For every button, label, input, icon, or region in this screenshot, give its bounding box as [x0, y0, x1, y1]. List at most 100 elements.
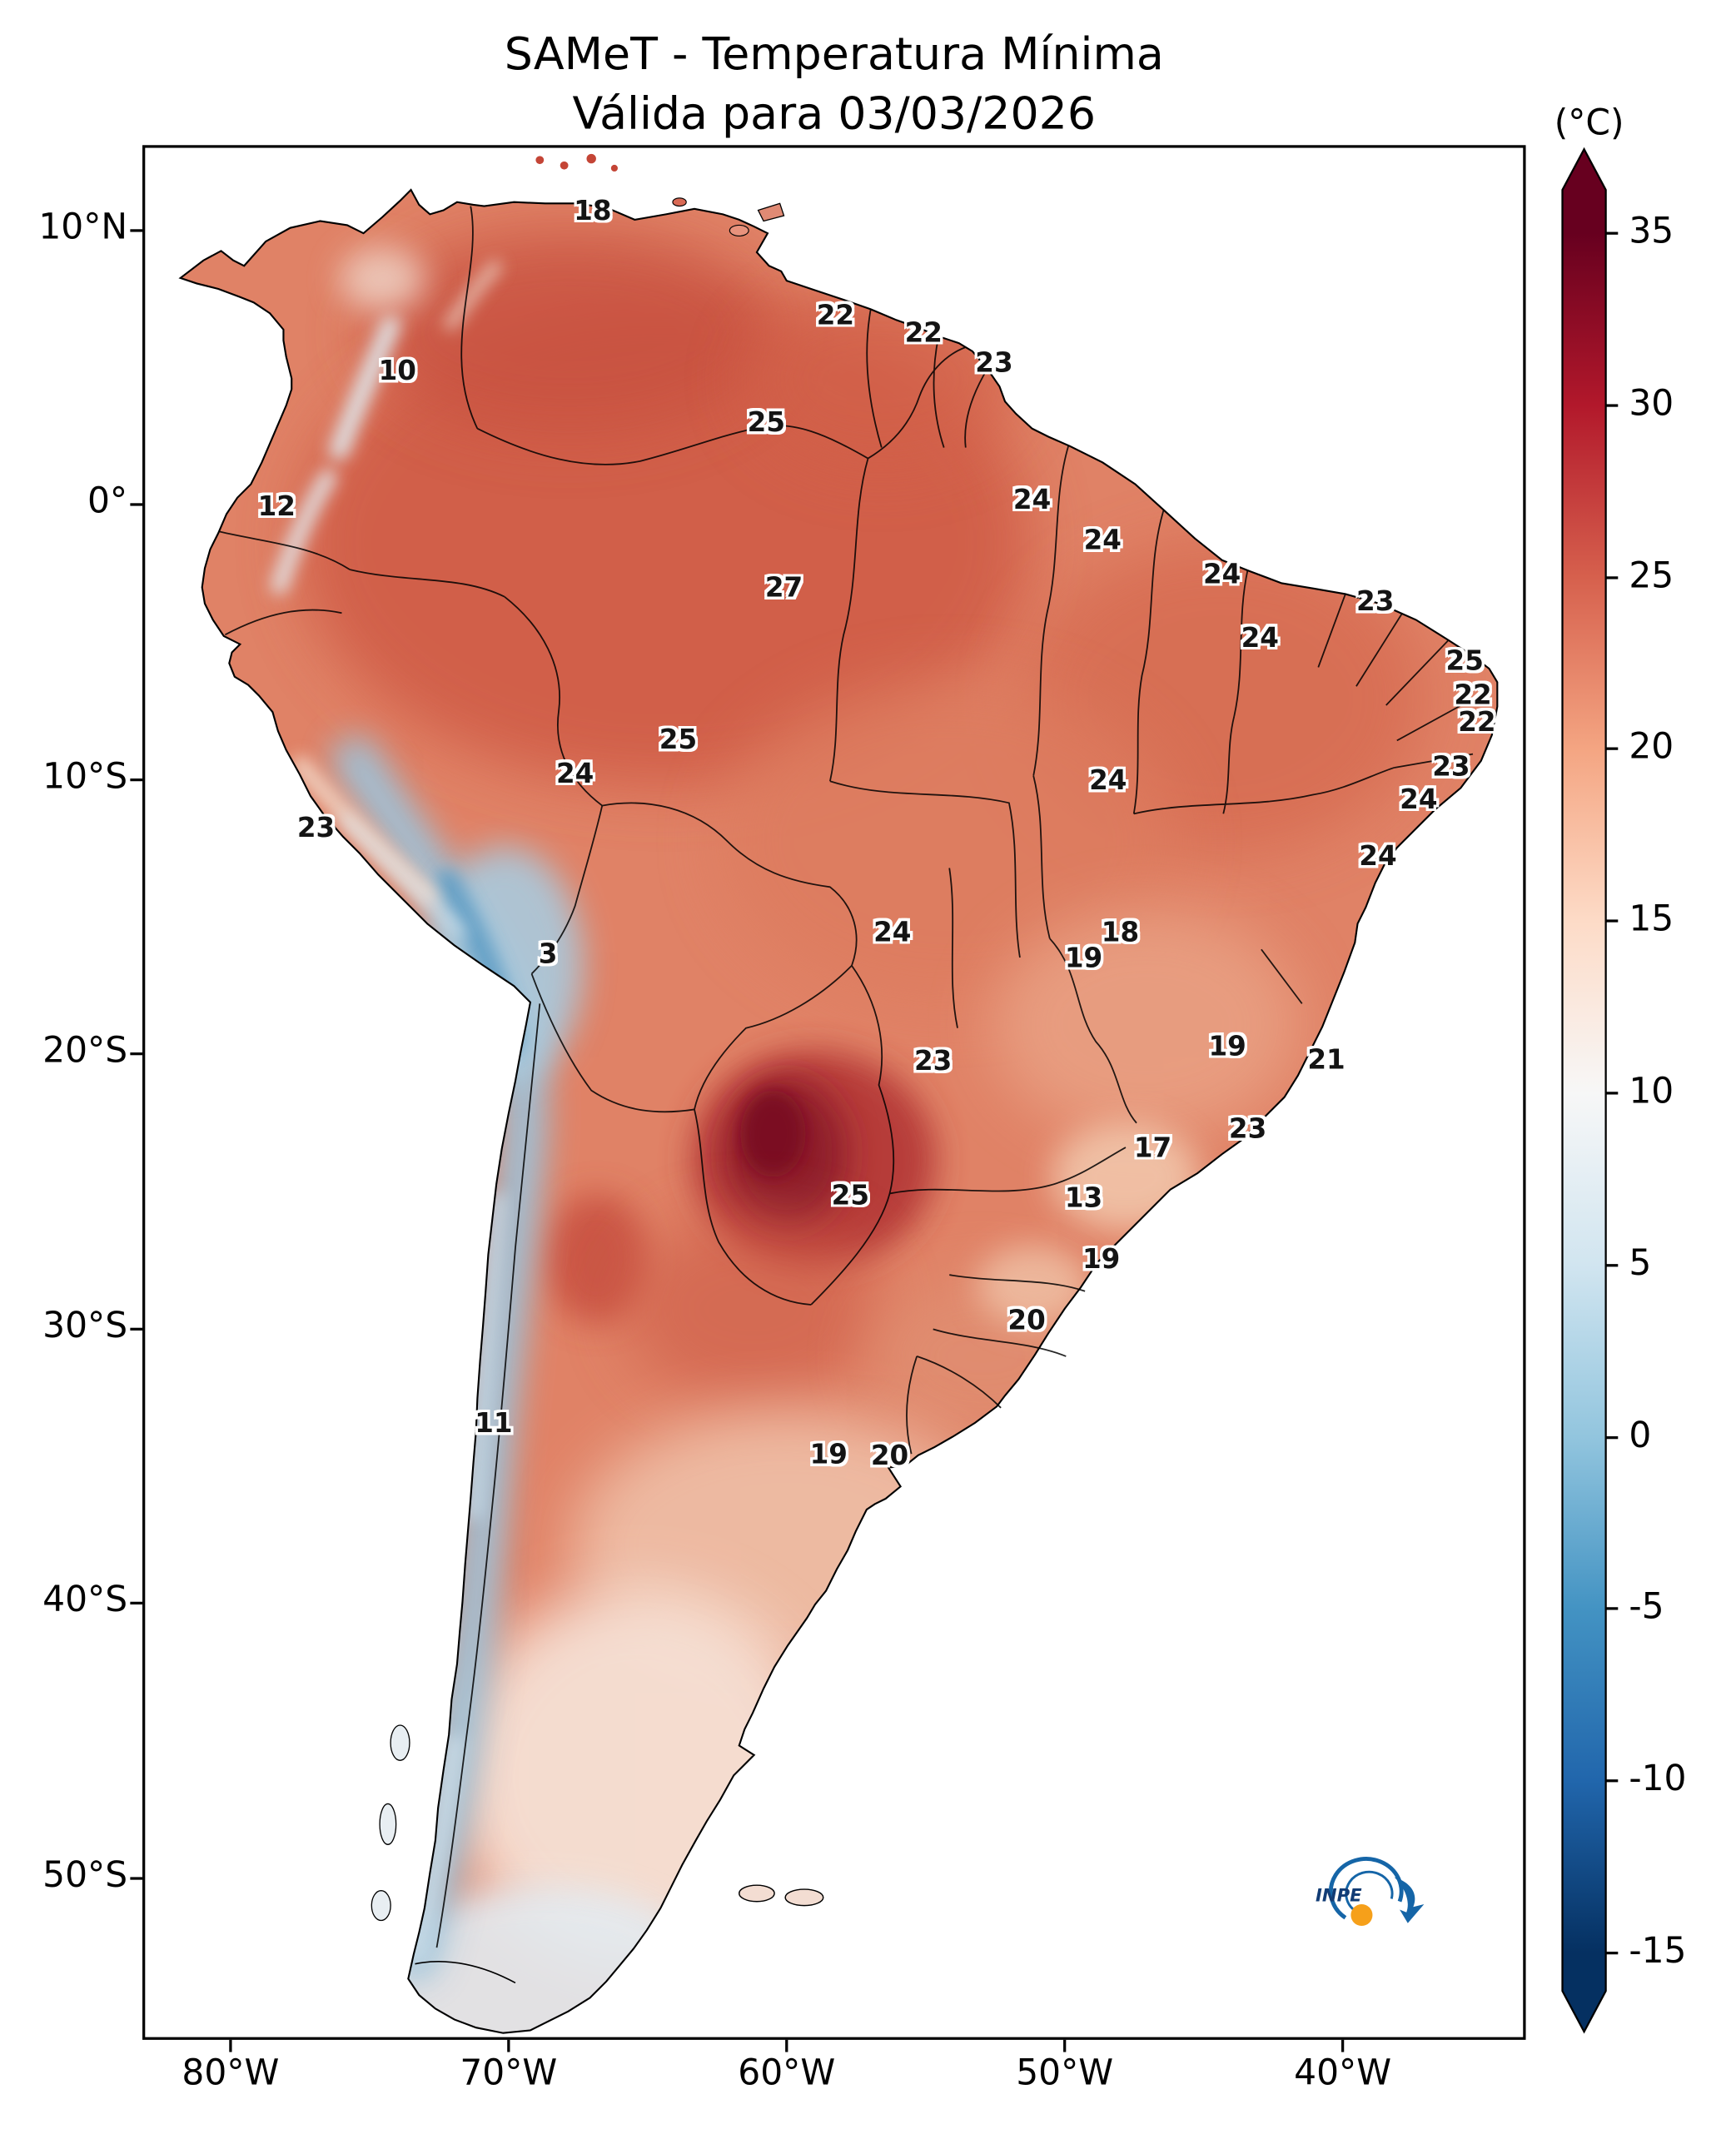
temperature-value-label: 24: [1359, 839, 1397, 873]
temperature-value-label: 24: [873, 915, 912, 948]
temperature-value-label: 25: [831, 1178, 870, 1211]
longitude-tick-label: 70°W: [460, 2053, 558, 2095]
temperature-value-label: 13: [1064, 1181, 1103, 1214]
longitude-tick-label: 40°W: [1294, 2053, 1392, 2095]
latitude-tick-mark: [130, 503, 143, 506]
temperature-value-label: 24: [1400, 782, 1438, 815]
temperature-value-label: 23: [914, 1044, 953, 1077]
temperature-field-shading: [270, 230, 1425, 2033]
colorbar-tick-label: 35: [1629, 211, 1674, 252]
colorbar-tick-mark: [1605, 1779, 1619, 1783]
latitude-tick-mark: [130, 1601, 143, 1604]
colorbar-bar: [1561, 147, 1607, 2034]
temperature-value-label: 19: [1082, 1242, 1121, 1276]
temperature-value-label: 23: [296, 811, 336, 844]
longitude-tick-mark: [507, 2039, 510, 2052]
temperature-value-label: 24: [555, 756, 594, 790]
logo-arrow: [1394, 1877, 1425, 1923]
colorbar-tick-mark: [1605, 919, 1619, 923]
temperature-value-label: 18: [574, 193, 612, 227]
temperature-value-label: 12: [257, 490, 296, 523]
temperature-value-label: 19: [809, 1437, 848, 1470]
temperature-value-label: 24: [1241, 621, 1279, 654]
colorbar-tick-mark: [1605, 1263, 1619, 1267]
latitude-tick-mark: [130, 229, 143, 232]
colorbar-tick-mark: [1605, 575, 1619, 579]
logo-inner-swoosh: [1345, 1870, 1394, 1911]
latitude-tick-label: 10°S: [42, 756, 128, 798]
colorbar-tick-label: 10: [1629, 1071, 1674, 1112]
longitude-tick-label: 80°W: [182, 2053, 280, 2095]
logo-orange-dot: [1350, 1903, 1373, 1927]
latitude-tick-mark: [130, 1877, 143, 1880]
latitude-tick-mark: [130, 1052, 143, 1056]
latitude-tick-label: 30°S: [42, 1306, 128, 1347]
latitude-tick-label: 0°: [87, 481, 128, 523]
temperature-value-label: 21: [1307, 1042, 1346, 1076]
colorbar-unit-label: (°C): [1554, 102, 1624, 144]
temperature-value-label: 20: [870, 1439, 909, 1472]
south-america-temperature-map: [179, 153, 1499, 2034]
latitude-tick-mark: [130, 1327, 143, 1331]
colorbar-tick-mark: [1605, 404, 1619, 407]
temperature-value-label: 23: [1432, 749, 1470, 783]
inpe-logo: INPE: [1316, 1857, 1425, 1927]
temperature-value-label: 24: [1012, 482, 1052, 515]
temperature-value-label: 22: [904, 316, 943, 349]
colorbar-tick-mark: [1605, 1951, 1619, 1955]
temperature-value-label: 20: [1007, 1303, 1046, 1336]
longitude-tick-label: 50°W: [1016, 2053, 1114, 2095]
longitude-tick-mark: [785, 2039, 788, 2052]
temperature-value-label: 24: [1202, 557, 1241, 590]
temperature-value-label: 11: [475, 1406, 513, 1440]
longitude-tick-mark: [1341, 2039, 1345, 2052]
country-and-state-borders: [219, 206, 1482, 1948]
temperature-value-label: 19: [1064, 941, 1103, 974]
longitude-tick-mark: [229, 2039, 232, 2052]
latitude-tick-label: 40°S: [42, 1579, 128, 1621]
temperature-value-label: 23: [1356, 585, 1395, 618]
temperature-value-label: 19: [1208, 1029, 1246, 1062]
colorbar-tick-label: 20: [1629, 727, 1674, 769]
colorbar-tick-label: 5: [1629, 1243, 1652, 1285]
temperature-value-label: 25: [1445, 644, 1484, 677]
temperature-value-label: 22: [1458, 705, 1496, 739]
temperature-value-label: 24: [1083, 523, 1122, 556]
temperature-value-label: 27: [764, 570, 803, 604]
colorbar-tick-mark: [1605, 231, 1619, 235]
colorbar-tick-label: -5: [1629, 1587, 1664, 1629]
colorbar-tick-label: 0: [1629, 1415, 1652, 1456]
colorbar-tick-label: -15: [1629, 1931, 1687, 1972]
temperature-value-label: 25: [747, 405, 786, 439]
colorbar-tick-mark: [1605, 748, 1619, 751]
temperature-value-label: 22: [816, 298, 855, 331]
temperature-value-label: 10: [378, 354, 416, 387]
chart-title: SAMeT - Temperatura Mínima Válida para 0…: [142, 24, 1525, 143]
colorbar-tick-label: 25: [1629, 555, 1674, 597]
colorbar-tick-label: 30: [1629, 383, 1674, 425]
chart-title-line2: Válida para 03/03/2026: [572, 87, 1097, 140]
temperature-value-label: 18: [1101, 915, 1140, 948]
caribbean-islands: [535, 153, 785, 236]
colorbar-tick-label: -10: [1629, 1759, 1687, 1800]
colorbar-tick-mark: [1605, 1092, 1619, 1095]
colorbar-tick-mark: [1605, 1435, 1619, 1439]
temperature-value-label: 22: [1454, 678, 1492, 711]
longitude-tick-label: 60°W: [738, 2053, 836, 2095]
latitude-tick-label: 50°S: [42, 1855, 128, 1897]
latitude-tick-label: 10°N: [38, 207, 128, 249]
temperature-value-label: 3: [538, 937, 558, 970]
temperature-value-label: 23: [975, 346, 1013, 379]
longitude-tick-mark: [1063, 2039, 1067, 2052]
inpe-logo-text: INPE: [1316, 1885, 1362, 1906]
colorbar-tick-label: 15: [1629, 899, 1674, 941]
temperature-value-label: 23: [1228, 1112, 1267, 1145]
colorbar: [1561, 147, 1607, 2034]
southern-islands: [371, 1724, 824, 1922]
latitude-tick-label: 20°S: [42, 1030, 128, 1072]
temperature-value-label: 17: [1133, 1131, 1172, 1164]
chart-title-line1: SAMeT - Temperatura Mínima: [504, 27, 1164, 81]
magellan-strait-line: [415, 1960, 516, 1984]
colorbar-tick-mark: [1605, 1607, 1619, 1611]
